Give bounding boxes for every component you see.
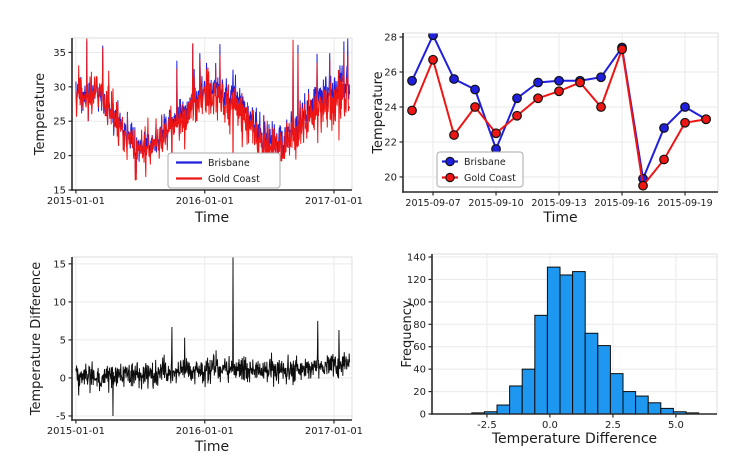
svg-text:22: 22: [384, 137, 397, 148]
temperature-timeseries-chart: 2015-01-01 2016-01-01 2017-01-01 15 20 25 30 35…: [33, 37, 363, 226]
svg-text:20: 20: [384, 172, 397, 183]
svg-text:0: 0: [420, 410, 426, 421]
svg-text:5.0: 5.0: [668, 420, 684, 431]
panel-temperature-difference-histogram: -2.5 0.0 2.5 5.0 0 20 40 60 80 100 120 140 Temperatu…: [370, 232, 740, 464]
svg-text:26: 26: [384, 68, 397, 79]
svg-text:2015-09-10: 2015-09-10: [468, 198, 523, 209]
svg-text:2017-01-01: 2017-01-01: [305, 426, 363, 437]
svg-text:Gold Coast: Gold Coast: [208, 174, 260, 185]
svg-text:60: 60: [413, 342, 426, 353]
temperature-fortnight-chart: 2015-09-07 2015-09-10 2015-09-13 2015-09-16…: [371, 32, 719, 226]
svg-text:2015-09-13: 2015-09-13: [531, 198, 586, 209]
svg-text:120: 120: [407, 275, 426, 286]
svg-text:15: 15: [53, 259, 66, 270]
panel-temperature-timeseries: 2015-01-01 2016-01-01 2017-01-01 15 20 25 30 35…: [0, 0, 370, 232]
svg-text:40: 40: [413, 365, 426, 376]
panel-temperature-difference-timeseries: 2015-01-01 2016-01-01 2017-01-01 -5 0 5 10 15 Ti…: [0, 232, 370, 464]
svg-text:20: 20: [53, 151, 66, 162]
svg-text:Time: Time: [542, 210, 577, 226]
svg-text:2.5: 2.5: [605, 420, 621, 431]
svg-text:-2.5: -2.5: [477, 420, 497, 431]
svg-text:28: 28: [384, 33, 397, 44]
svg-text:25: 25: [53, 117, 66, 128]
svg-text:2017-01-01: 2017-01-01: [305, 196, 363, 207]
svg-text:Brisbane: Brisbane: [208, 158, 250, 169]
temperature-difference-chart: 2015-01-01 2016-01-01 2017-01-01 -5 0 5 10 15 Ti…: [29, 256, 363, 455]
svg-text:140: 140: [407, 253, 426, 264]
svg-text:2015-09-16: 2015-09-16: [594, 198, 649, 209]
svg-text:24: 24: [384, 102, 397, 113]
svg-text:Temperature Difference: Temperature Difference: [491, 431, 657, 447]
panel-temperature-fortnight: 2015-09-07 2015-09-10 2015-09-13 2015-09-16…: [370, 0, 740, 232]
svg-text:15: 15: [53, 186, 66, 197]
svg-text:0.0: 0.0: [542, 420, 558, 431]
svg-text:2016-01-01: 2016-01-01: [176, 196, 234, 207]
svg-text:30: 30: [53, 82, 66, 93]
temperature-difference-histogram-chart: -2.5 0.0 2.5 5.0 0 20 40 60 80 100 120 140 Temperatu…: [400, 253, 718, 447]
svg-text:5: 5: [60, 335, 66, 346]
svg-text:Temperature: Temperature: [371, 71, 386, 154]
svg-text:Temperature Difference: Temperature Difference: [29, 262, 44, 417]
svg-text:35: 35: [53, 48, 66, 59]
svg-text:20: 20: [413, 387, 426, 398]
svg-text:Time: Time: [194, 439, 229, 455]
svg-text:Temperature: Temperature: [33, 73, 48, 156]
svg-text:2016-01-01: 2016-01-01: [176, 426, 234, 437]
svg-text:-5: -5: [56, 411, 66, 422]
svg-text:10: 10: [53, 297, 66, 308]
svg-text:0: 0: [60, 373, 66, 384]
svg-text:2015-01-01: 2015-01-01: [47, 196, 105, 207]
svg-text:Time: Time: [194, 210, 229, 226]
svg-text:2015-01-01: 2015-01-01: [47, 426, 105, 437]
svg-text:80: 80: [413, 320, 426, 331]
svg-text:Brisbane: Brisbane: [464, 157, 506, 168]
svg-text:Gold Coast: Gold Coast: [464, 173, 516, 184]
svg-text:2015-09-19: 2015-09-19: [657, 198, 712, 209]
svg-text:2015-09-07: 2015-09-07: [405, 198, 460, 209]
svg-text:100: 100: [407, 297, 426, 308]
svg-text:Frequency: Frequency: [400, 300, 415, 367]
